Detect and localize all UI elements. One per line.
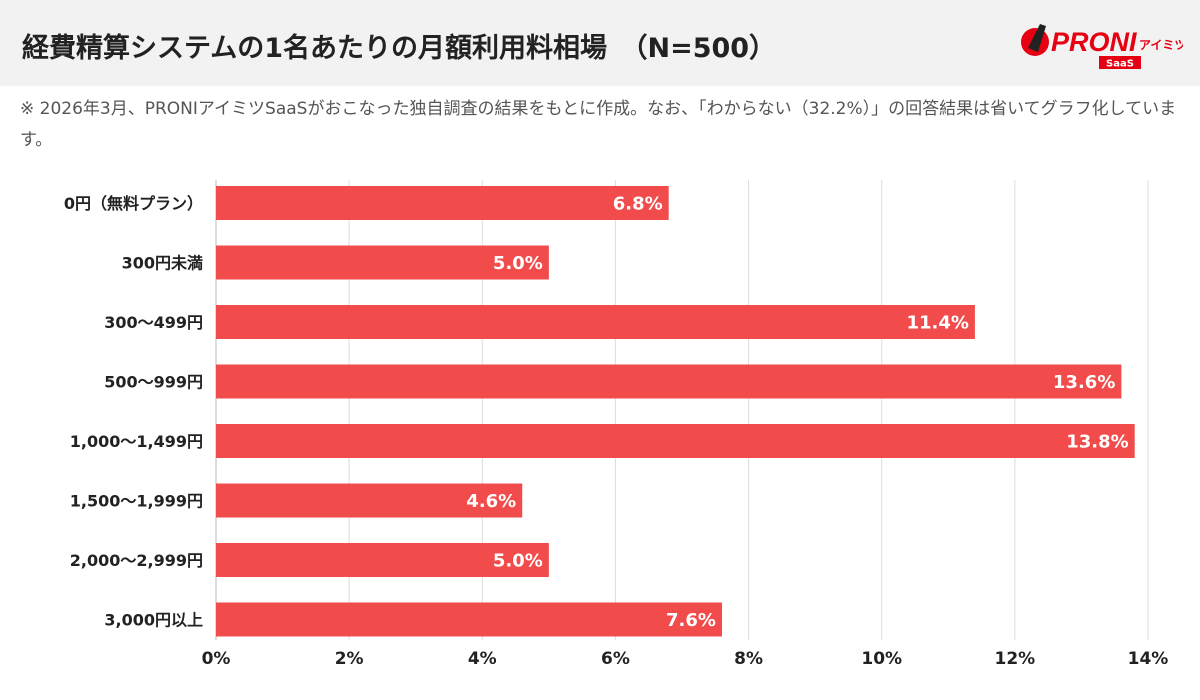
bar (216, 543, 549, 577)
data-label: 5.0% (493, 253, 543, 274)
category-label: 500〜999円 (104, 373, 203, 392)
category-label: 2,000〜2,999円 (70, 551, 203, 570)
data-label: 7.6% (666, 610, 716, 631)
category-label: 3,000円以上 (104, 611, 203, 630)
data-label: 11.4% (906, 313, 968, 334)
x-tick-label: 10% (861, 649, 902, 669)
footnote: ※ 2026年3月、PRONIアイミツSaaSがおこなった独自調査の結果をもとに… (20, 99, 1177, 150)
data-label: 13.6% (1053, 372, 1115, 393)
header: 経費精算システムの1名あたりの月額利用料相場 （N=500） PRONI アイミ… (0, 0, 1200, 86)
bar (216, 245, 549, 280)
x-tick-label: 6% (601, 649, 630, 669)
bar (216, 364, 1122, 399)
category-label: 300円未満 (122, 254, 203, 273)
category-label: 300〜499円 (104, 313, 203, 332)
logo-badge: SaaS (1106, 59, 1134, 70)
data-label: 4.6% (466, 491, 516, 512)
page-title: 経費精算システムの1名あたりの月額利用料相場 （N=500） (22, 33, 777, 64)
data-label: 5.0% (493, 551, 543, 572)
x-tick-label: 14% (1128, 649, 1169, 669)
category-label: 0円（無料プラン） (64, 194, 203, 213)
bar (216, 483, 523, 518)
category-label: 1,500〜1,999円 (70, 492, 203, 511)
logo-sub: アイミツ (1139, 38, 1183, 52)
bar (216, 602, 722, 637)
bar (216, 186, 669, 220)
bar (216, 424, 1135, 458)
proni-logo: PRONI アイミツ SaaS (1021, 24, 1183, 70)
x-tick-label: 8% (734, 649, 763, 669)
bar (216, 305, 975, 339)
x-tick-label: 12% (995, 649, 1036, 669)
data-label: 13.8% (1066, 432, 1128, 453)
x-tick-label: 4% (468, 649, 497, 669)
logo-text: PRONI (1051, 27, 1137, 57)
category-label: 1,000〜1,499円 (70, 432, 203, 451)
x-tick-label: 2% (335, 649, 364, 669)
x-tick-label: 0% (202, 649, 231, 669)
data-label: 6.8% (613, 194, 663, 215)
